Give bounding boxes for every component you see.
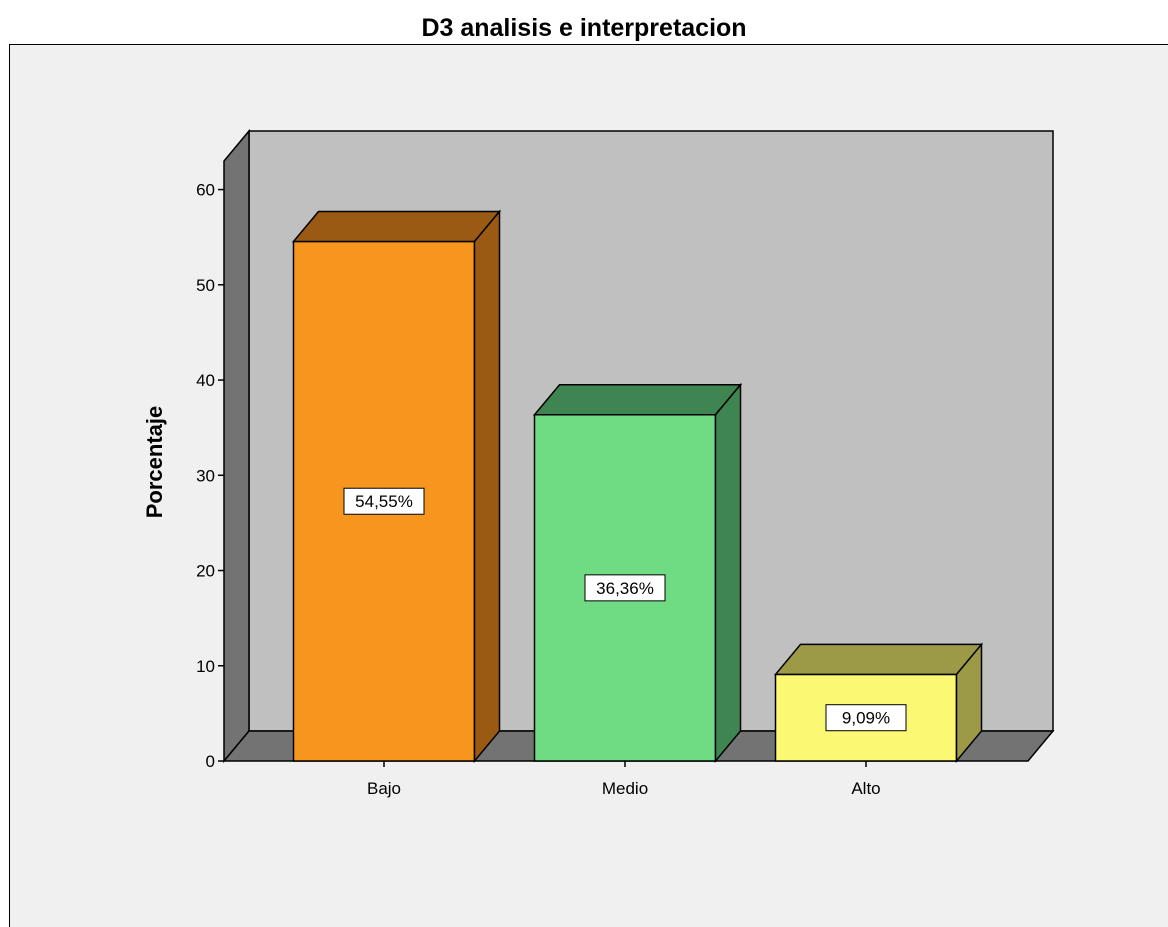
bar-alto: 9,09%	[773, 642, 984, 764]
y-tick-label: 10	[196, 657, 215, 676]
y-tick-label: 0	[206, 752, 215, 771]
bar-top	[532, 383, 743, 416]
y-axis: 0 10 20 30 40 50 60	[196, 181, 224, 771]
bar-side	[714, 382, 742, 764]
bar-top	[773, 643, 984, 676]
bar-side	[473, 209, 501, 764]
x-axis-labels: Bajo Medio Alto	[367, 761, 881, 798]
y-axis-title: Porcentaje	[142, 405, 167, 519]
bars: 54,55% 36,36% 9,09%	[291, 209, 984, 764]
x-tick-label: Medio	[602, 779, 648, 798]
data-label-box	[343, 487, 425, 515]
bar-bajo: 54,55%	[291, 209, 502, 764]
y-tick-label: 60	[196, 181, 215, 200]
data-label: 54,55%	[355, 492, 413, 511]
bar-medio: 36,36%	[532, 382, 743, 764]
x-tick-label: Bajo	[367, 779, 401, 798]
x-tick-label: Alto	[851, 779, 880, 798]
y-tick-label: 50	[196, 276, 215, 295]
data-label-box	[825, 704, 907, 732]
data-label: 9,09%	[842, 709, 890, 728]
y-tick-label: 40	[196, 371, 215, 390]
data-label-box	[584, 574, 666, 602]
y-tick-label: 20	[196, 562, 215, 581]
chart-title: D3 analisis e interpretacion	[421, 14, 747, 42]
side-wall	[223, 128, 250, 764]
bar-side	[955, 642, 983, 764]
data-label: 36,36%	[596, 579, 654, 598]
y-tick-label: 30	[196, 466, 215, 485]
bar-top	[291, 210, 502, 243]
